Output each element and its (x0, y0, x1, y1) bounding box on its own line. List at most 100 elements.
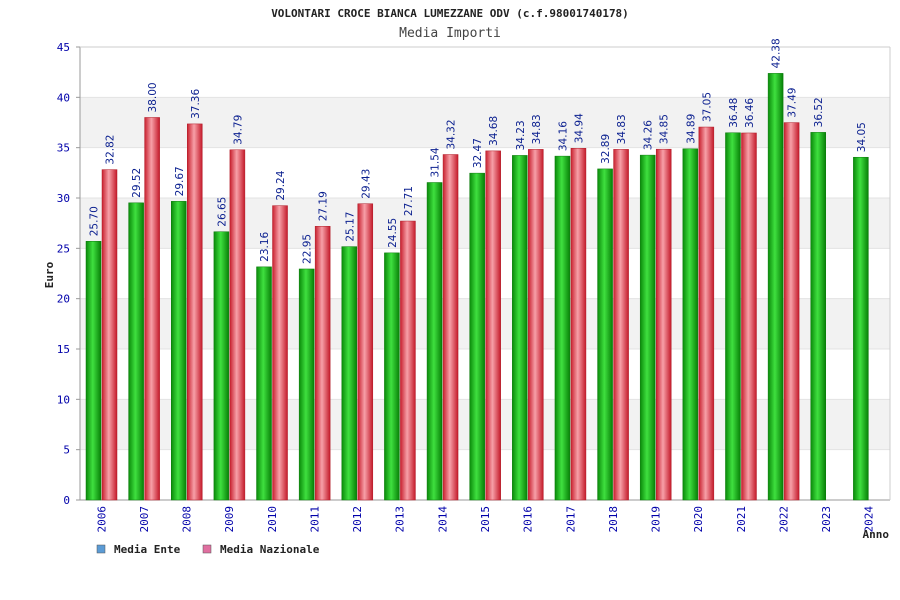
bar-media-nazionale (485, 150, 501, 501)
value-label: 37.49 (787, 88, 799, 118)
value-label: 37.05 (701, 92, 713, 122)
bar-media-ente (767, 73, 784, 501)
legend-label-media-ente: Media Ente (114, 543, 181, 556)
bar-media-ente (597, 168, 613, 501)
bar-media-nazionale (272, 205, 288, 501)
value-label: 27.71 (403, 186, 415, 216)
bars (85, 73, 869, 501)
value-label: 24.55 (387, 218, 399, 248)
x-tick-label: 2019 (650, 506, 663, 533)
bar-media-nazionale (357, 203, 374, 501)
bar-media-ente (554, 155, 571, 501)
y-tick-label: 0 (63, 494, 70, 507)
bar-media-ente (171, 201, 187, 501)
x-tick-label: 2006 (95, 506, 108, 533)
bar-media-ente (810, 132, 826, 501)
value-label: 32.89 (600, 134, 612, 164)
bar-media-nazionale (442, 154, 459, 501)
bar-media-nazionale (783, 122, 800, 501)
bar-media-ente (256, 266, 272, 501)
bar-media-ente (426, 182, 443, 501)
value-label: 37.36 (190, 89, 202, 119)
x-tick-label: 2017 (564, 506, 577, 533)
value-label: 23.16 (259, 231, 271, 261)
bar-media-ente (128, 202, 144, 501)
x-tick-label: 2010 (266, 506, 279, 533)
bar-media-nazionale (570, 148, 587, 501)
bar-media-nazionale (655, 148, 672, 501)
legend: Media Ente Media Nazionale (96, 543, 320, 556)
x-tick-label: 2022 (777, 506, 790, 533)
value-label: 34.85 (659, 114, 671, 144)
value-label: 29.52 (131, 168, 143, 198)
legend-swatch-media-ente (96, 544, 106, 554)
y-tick-label: 10 (57, 393, 70, 406)
y-tick-label: 30 (57, 192, 70, 205)
x-tick-label: 2023 (820, 506, 833, 533)
value-label: 34.83 (531, 114, 543, 144)
value-label: 34.94 (573, 113, 585, 143)
bar-media-ente (469, 172, 485, 501)
bar-media-ente (85, 241, 102, 501)
bar-media-nazionale (613, 149, 629, 501)
x-tick-label: 2008 (181, 506, 194, 533)
bar-media-ente (341, 246, 358, 501)
bar-media-nazionale (101, 169, 118, 501)
chart-subtitle: Media Importi (399, 26, 501, 41)
value-label: 34.32 (446, 119, 458, 149)
x-tick-label: 2007 (138, 506, 151, 533)
value-label: 25.17 (344, 212, 356, 242)
bar-media-nazionale (741, 132, 757, 501)
value-label: 34.83 (616, 114, 628, 144)
value-label: 27.19 (318, 191, 330, 221)
bar-media-ente (213, 231, 230, 501)
value-label: 34.68 (488, 116, 500, 146)
chart-title: VOLONTARI CROCE BIANCA LUMEZZANE ODV (c.… (271, 7, 629, 20)
value-label: 34.89 (685, 114, 697, 144)
x-tick-label: 2011 (308, 506, 321, 533)
value-label: 34.79 (232, 115, 244, 145)
value-label: 36.48 (728, 98, 740, 128)
value-label: 36.52 (813, 97, 825, 127)
value-label: 34.05 (856, 122, 868, 152)
bar-media-nazionale (144, 117, 160, 501)
y-tick-label: 5 (63, 444, 70, 457)
value-label: 29.67 (174, 166, 186, 196)
x-tick-label: 2014 (436, 506, 449, 533)
bar-media-nazionale (400, 220, 416, 501)
value-label: 31.54 (430, 147, 442, 177)
value-label: 42.38 (771, 38, 783, 68)
bar-media-ente (512, 155, 528, 501)
bar-media-nazionale (229, 149, 246, 501)
x-tick-label: 2021 (735, 506, 748, 533)
value-label: 22.95 (302, 234, 314, 264)
value-label: 32.47 (472, 138, 484, 168)
value-label: 25.70 (89, 206, 101, 236)
y-tick-label: 15 (57, 343, 70, 356)
legend-swatch-media-nazionale (202, 544, 212, 554)
x-tick-label: 2018 (607, 506, 620, 533)
y-tick-label: 20 (57, 293, 70, 306)
x-tick-label: 2015 (479, 506, 492, 533)
bar-media-nazionale (528, 149, 544, 501)
value-label: 34.26 (643, 120, 655, 150)
y-axis-label: Euro (43, 261, 56, 288)
value-label: 36.46 (744, 98, 756, 128)
x-tick-label: 2024 (863, 506, 876, 533)
bar-media-ente (298, 268, 315, 501)
x-tick-label: 2016 (522, 506, 535, 533)
x-tick-label: 2012 (351, 506, 364, 533)
value-labels: 25.70 32.82 29.52 38.00 29.67 37.36 26.65 34.79… (89, 38, 868, 264)
x-tick-label: 2013 (394, 506, 407, 533)
bar-media-nazionale (314, 226, 331, 501)
y-tick-label: 35 (57, 142, 70, 155)
value-label: 32.82 (105, 135, 117, 165)
bar-media-ente (639, 154, 656, 501)
y-tick-label: 25 (57, 242, 70, 255)
y-tick-label: 45 (57, 41, 70, 54)
value-label: 34.16 (557, 121, 569, 151)
bar-media-ente (384, 252, 400, 501)
value-label: 29.43 (360, 169, 372, 199)
legend-label-media-nazionale: Media Nazionale (220, 543, 320, 556)
